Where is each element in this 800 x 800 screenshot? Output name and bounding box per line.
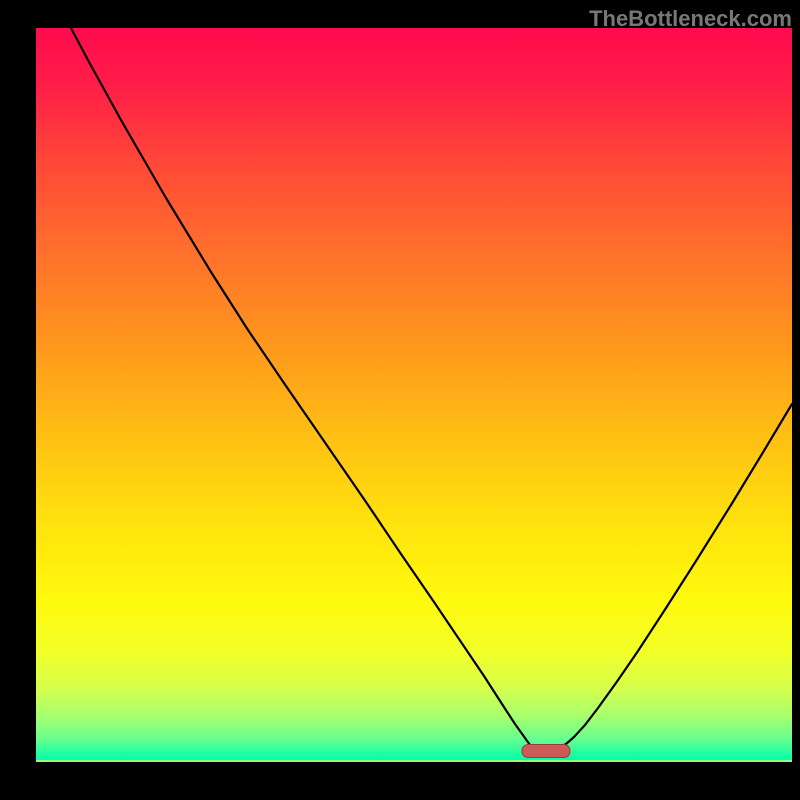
bottom-accent-strip [36, 760, 792, 762]
watermark-text: TheBottleneck.com [589, 6, 792, 32]
gradient-background [36, 28, 792, 760]
chart-frame: TheBottleneck.com [0, 0, 800, 800]
optimal-marker [522, 745, 570, 758]
plot-svg [36, 28, 792, 760]
plot-area [36, 28, 792, 760]
